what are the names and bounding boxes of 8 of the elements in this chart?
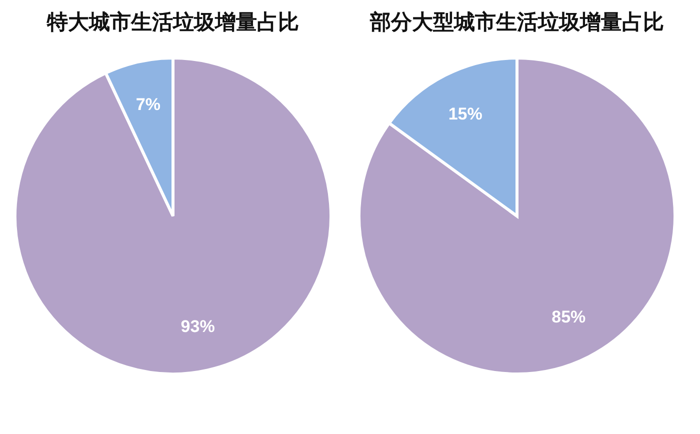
chart-title: 部分大型城市生活垃圾增量占比 xyxy=(369,10,664,34)
pie-slice xyxy=(14,56,332,376)
data-label: 7% xyxy=(136,94,160,114)
data-label: 93% xyxy=(180,317,215,336)
pie-slice xyxy=(358,56,676,376)
chart-title: 特大城市生活垃圾增量占比 xyxy=(46,10,299,34)
data-label: 15% xyxy=(448,104,482,124)
data-label: 85% xyxy=(552,307,586,326)
